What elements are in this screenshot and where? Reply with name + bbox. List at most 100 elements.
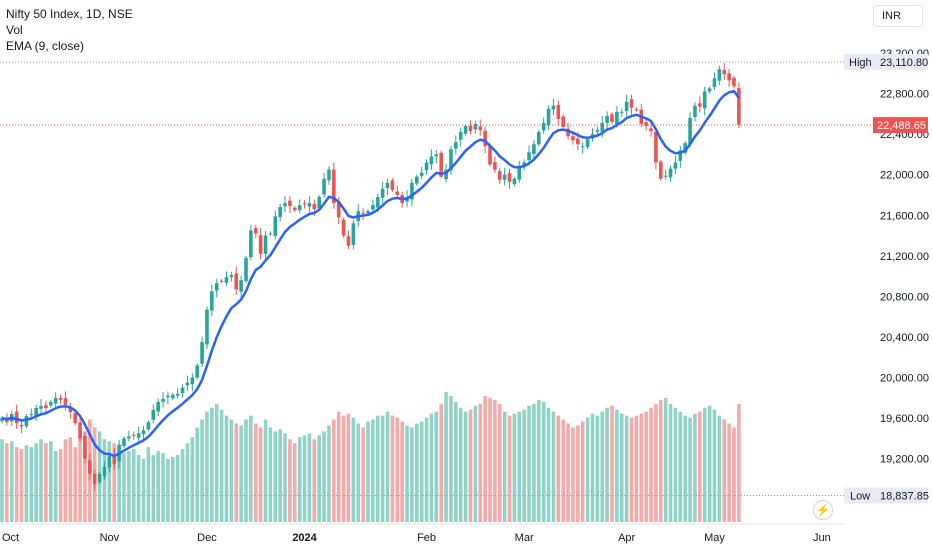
volume-bar (112, 443, 117, 522)
volume-bar (171, 457, 175, 522)
volume-bar (571, 427, 575, 522)
candle (429, 149, 434, 170)
volume-bar (68, 437, 73, 522)
volume-bar (517, 411, 522, 522)
time-axis[interactable]: Oct Nov Dec 2024 Feb Mar Apr May Jun (0, 523, 845, 544)
volume-bar (395, 417, 400, 522)
candle (683, 141, 687, 155)
volume-bar (73, 447, 77, 522)
volume-bar (454, 401, 458, 522)
candle (517, 160, 522, 183)
candle (102, 461, 107, 480)
volume-bar (702, 407, 707, 522)
volume-bar (727, 423, 731, 522)
candle (322, 173, 326, 198)
candle (678, 145, 683, 168)
candle (390, 178, 395, 192)
candle (585, 137, 590, 150)
candle (571, 132, 575, 145)
candle (34, 404, 38, 421)
volume-bar (678, 411, 683, 522)
candle (166, 391, 170, 405)
candle (361, 208, 365, 221)
volume-bar (258, 427, 263, 522)
candle (288, 196, 292, 214)
time-tick-label: Jun (813, 532, 831, 544)
volume-bar (595, 415, 600, 522)
lightning-icon[interactable]: ⚡ (813, 500, 833, 520)
volume-bar (166, 458, 170, 522)
volume-bar (127, 451, 131, 522)
volume-bar (83, 431, 87, 522)
volume-bar (131, 449, 136, 522)
candle (654, 127, 658, 170)
candle (92, 469, 97, 491)
candle (522, 159, 526, 171)
volume-bar (229, 419, 234, 522)
volume-bar (249, 415, 253, 522)
volume-bar (195, 427, 199, 522)
ema-indicator-label[interactable]: EMA (9, close) (6, 39, 85, 53)
volume-bar (449, 395, 453, 522)
volume-bar (649, 407, 653, 522)
volume-bar (253, 423, 258, 522)
volume-bar (136, 455, 141, 522)
volume-indicator-label[interactable]: Vol (6, 23, 23, 37)
candle (151, 404, 156, 424)
volume-bar (351, 417, 356, 522)
candle (341, 217, 346, 238)
candle (624, 94, 629, 117)
volume-bar (5, 443, 9, 522)
price-axis[interactable]: 23,200.0022,800.0022,400.0022,000.0021,6… (880, 48, 929, 466)
volume-bar (629, 417, 634, 522)
candle (200, 336, 204, 368)
volume-bar (434, 411, 439, 522)
candle (727, 68, 731, 88)
volume-bar (302, 435, 307, 522)
volume-bar (49, 441, 53, 522)
candle (478, 119, 483, 136)
price-tick-label: 20,000.00 (880, 373, 929, 385)
volume-bar (488, 397, 492, 522)
volume-bar (146, 447, 151, 522)
volume-bar (224, 415, 229, 522)
candle (175, 388, 180, 399)
volume-bar (419, 421, 424, 522)
candle (161, 391, 165, 408)
high-value: 23,110.80 (880, 57, 928, 69)
volume-bar (161, 453, 165, 522)
time-tick-label: May (704, 532, 725, 544)
volume-bar (312, 439, 317, 522)
candle (673, 155, 678, 175)
volume-bar (712, 409, 717, 522)
volume-bar (175, 455, 180, 522)
candle (458, 127, 463, 147)
currency-selector[interactable]: INR (873, 5, 923, 27)
candle (244, 255, 248, 284)
volume-bar (415, 423, 419, 522)
volume-bar (546, 407, 551, 522)
volume-bar (673, 407, 678, 522)
candle (297, 199, 302, 214)
candle (473, 120, 478, 134)
price-tick-label: 20,400.00 (880, 332, 929, 344)
volume-bar (458, 407, 463, 522)
volume-bar (502, 411, 507, 522)
volume-bar (717, 415, 722, 522)
candle (410, 178, 414, 207)
volume-bar (429, 413, 434, 522)
candle (556, 100, 561, 126)
volume-bar (0, 439, 4, 522)
volume-bar (507, 415, 512, 522)
symbol-title[interactable]: Nifty 50 Index, 1D, NSE (6, 7, 133, 21)
volume-bar (244, 419, 248, 522)
price-tick-label: 21,600.00 (880, 210, 929, 222)
candle (229, 271, 234, 282)
volume-bar (297, 437, 302, 522)
volume-bar (444, 392, 448, 522)
candle (644, 119, 648, 131)
candle (29, 408, 34, 418)
candle (234, 266, 239, 295)
candle (14, 404, 19, 429)
